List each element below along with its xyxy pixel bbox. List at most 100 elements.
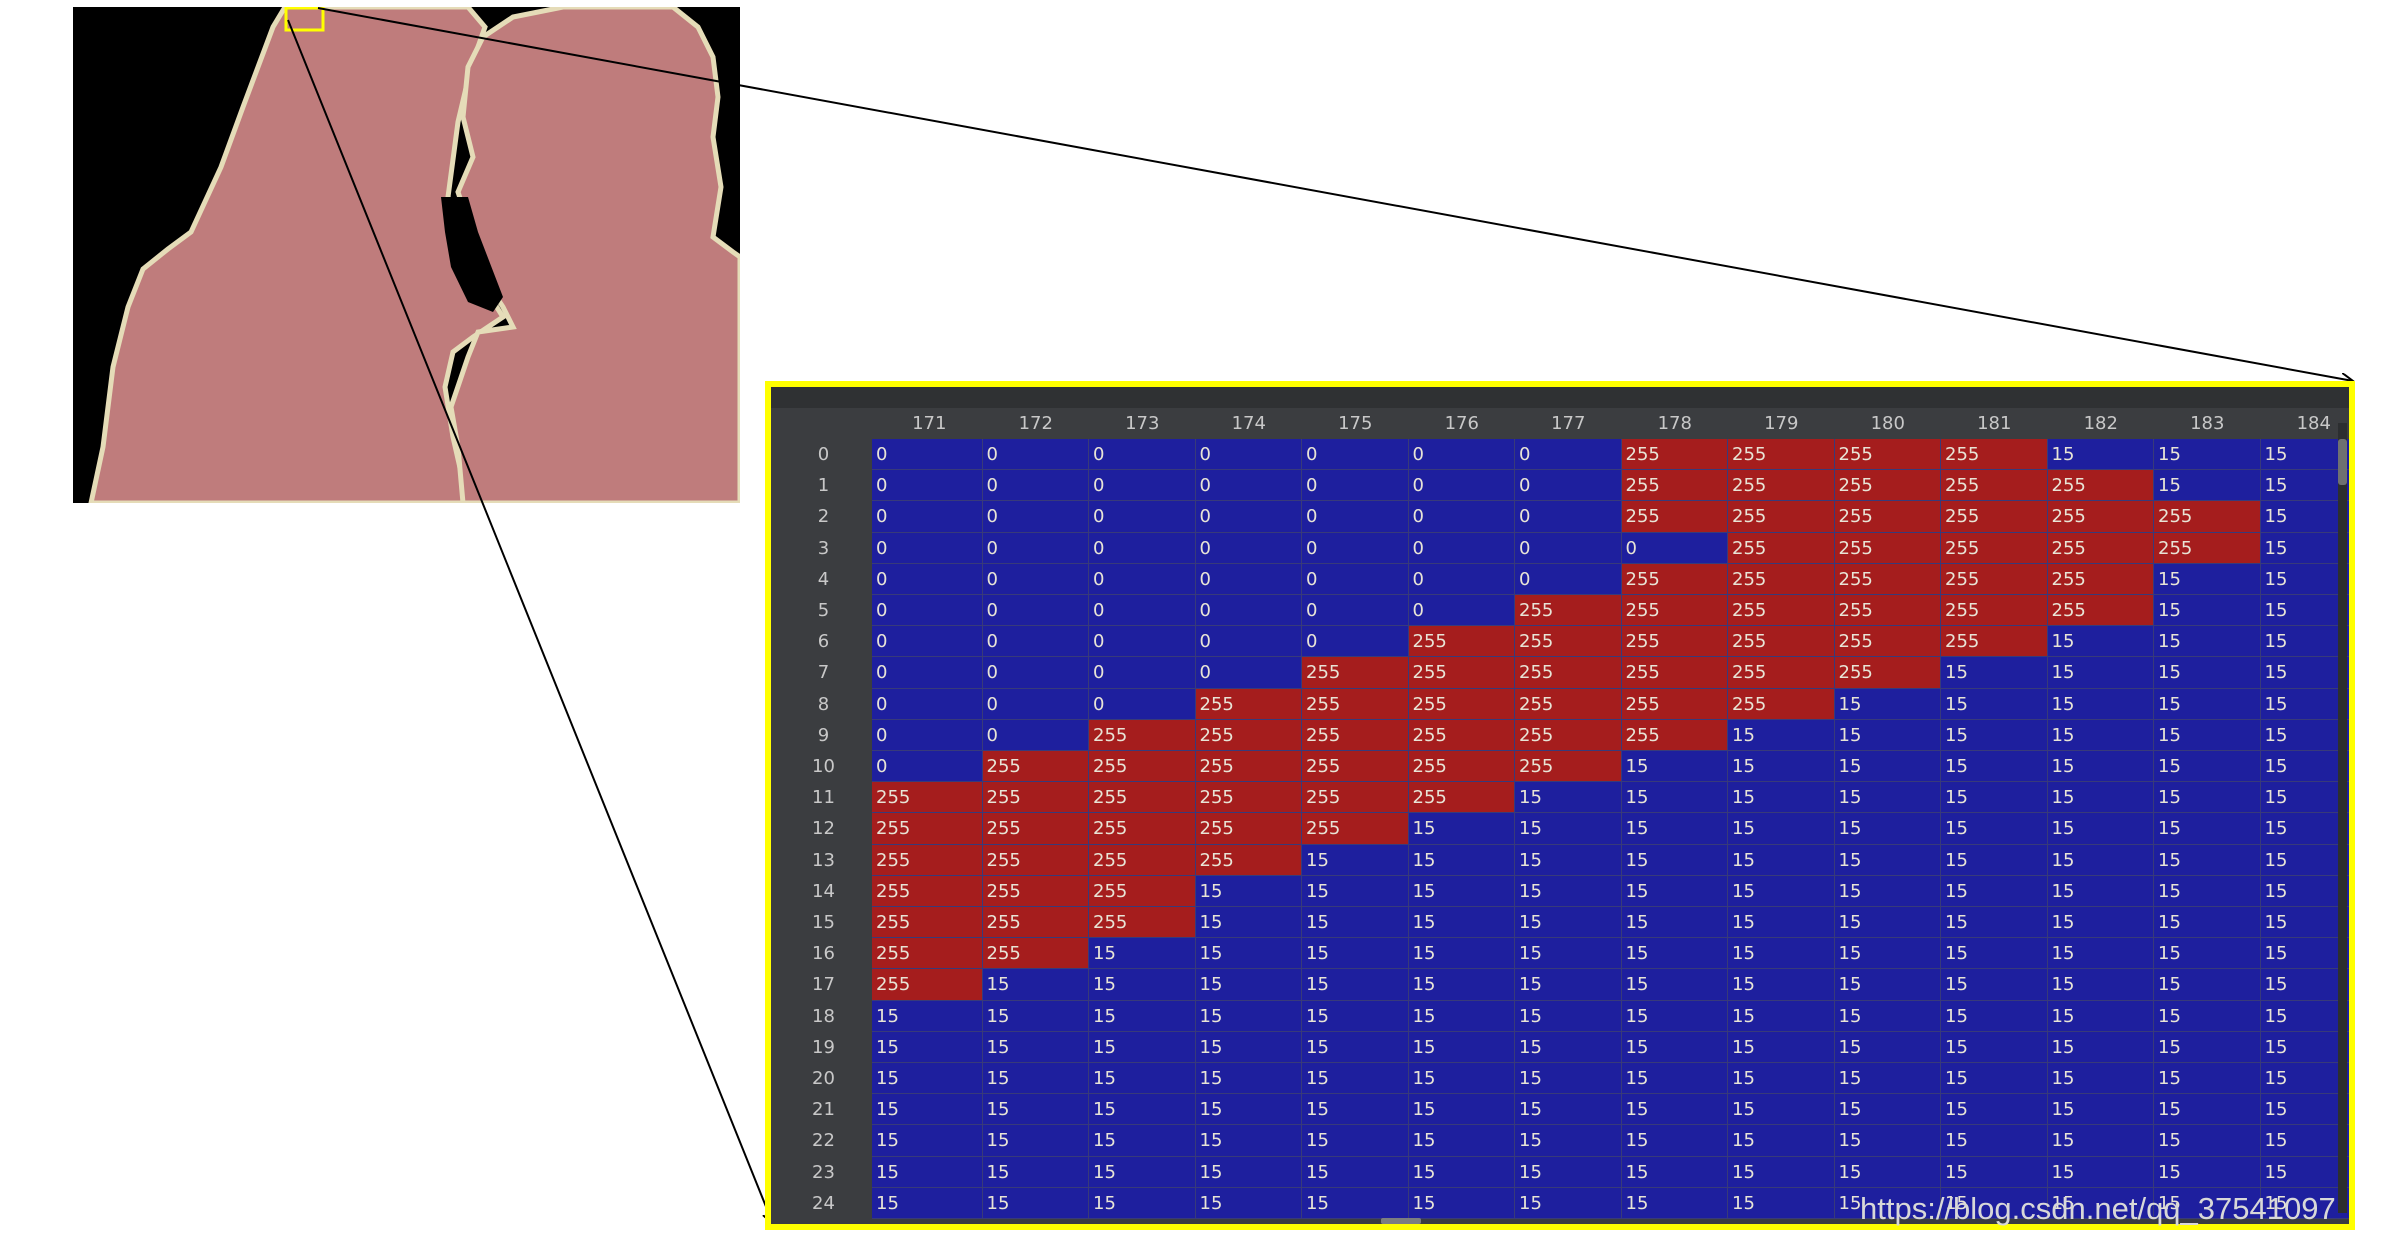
pixel-value-cell[interactable]: 0 [1302,626,1409,658]
pixel-value-cell[interactable]: 0 [1195,657,1302,689]
pixel-value-cell[interactable]: 15 [1941,1187,2048,1219]
pixel-value-cell[interactable]: 15 [1515,1125,1622,1157]
pixel-value-cell[interactable]: 255 [872,969,983,1001]
pixel-value-cell[interactable]: 15 [1515,969,1622,1001]
pixel-value-cell[interactable]: 15 [2154,875,2261,907]
pixel-value-cell[interactable]: 15 [1515,813,1622,845]
pixel-value-cell[interactable]: 255 [1834,657,1941,689]
row-header[interactable]: 1 [817,475,830,497]
pixel-value-cell[interactable]: 15 [2047,813,2154,845]
pixel-value-cell[interactable]: 15 [1408,1094,1515,1126]
pixel-value-cell[interactable]: 255 [1089,751,1196,783]
pixel-value-cell[interactable]: 255 [1834,626,1941,658]
pixel-value-cell[interactable]: 15 [1195,1125,1302,1157]
pixel-value-cell[interactable]: 255 [1302,688,1409,720]
pixel-value-cell[interactable]: 255 [1089,875,1196,907]
pixel-value-cell[interactable]: 255 [1621,470,1728,502]
pixel-value-cell[interactable]: 0 [1408,501,1515,533]
pixel-value-cell[interactable]: 15 [1089,1187,1196,1219]
pixel-value-cell[interactable]: 15 [1621,1156,1728,1188]
pixel-value-cell[interactable]: 15 [1089,1125,1196,1157]
pixel-value-cell[interactable]: 0 [1302,563,1409,595]
row-header[interactable]: 16 [812,943,835,965]
pixel-value-cell[interactable]: 0 [872,719,983,751]
pixel-value-cell[interactable]: 0 [982,657,1089,689]
pixel-value-cell[interactable]: 0 [1089,532,1196,564]
pixel-value-cell[interactable]: 0 [1408,595,1515,627]
pixel-value-cell[interactable]: 15 [2047,626,2154,658]
pixel-value-cell[interactable]: 15 [1834,969,1941,1001]
pixel-value-cell[interactable]: 15 [1621,813,1728,845]
row-header[interactable]: 17 [812,974,835,996]
column-header[interactable]: 171 [912,413,947,434]
pixel-value-cell[interactable]: 0 [1302,595,1409,627]
pixel-value-cell[interactable]: 15 [1515,844,1622,876]
pixel-value-cell[interactable]: 255 [1089,907,1196,939]
pixel-value-cell[interactable]: 15 [1515,1000,1622,1032]
pixel-value-cell[interactable]: 15 [2047,657,2154,689]
pixel-value-cell[interactable]: 15 [2154,1031,2261,1063]
pixel-value-cell[interactable]: 255 [1728,439,1835,471]
pixel-value-cell[interactable]: 15 [1515,875,1622,907]
pixel-value-cell[interactable]: 255 [1941,595,2048,627]
pixel-value-cell[interactable]: 255 [2047,501,2154,533]
pixel-value-cell[interactable]: 0 [1515,532,1622,564]
pixel-value-cell[interactable]: 0 [1515,439,1622,471]
pixel-value-cell[interactable]: 15 [1408,1031,1515,1063]
pixel-value-cell[interactable]: 0 [982,563,1089,595]
pixel-value-cell[interactable]: 15 [1728,1156,1835,1188]
row-header[interactable]: 22 [812,1130,835,1152]
pixel-value-cell[interactable]: 15 [2047,782,2154,814]
pixel-value-cell[interactable]: 15 [1408,969,1515,1001]
pixel-value-cell[interactable]: 15 [1621,1063,1728,1095]
pixel-value-cell[interactable]: 15 [2154,751,2261,783]
pixel-value-cell[interactable]: 15 [2047,751,2154,783]
pixel-value-cell[interactable]: 255 [2047,563,2154,595]
pixel-value-cell[interactable]: 255 [1302,657,1409,689]
pixel-value-cell[interactable]: 15 [1408,938,1515,970]
pixel-value-cell[interactable]: 15 [2260,875,2349,907]
row-header[interactable]: 13 [812,849,835,871]
pixel-value-cell[interactable]: 15 [2260,938,2349,970]
pixel-value-cell[interactable]: 255 [1728,657,1835,689]
pixel-value-cell[interactable]: 0 [872,532,983,564]
pixel-value-cell[interactable]: 15 [2154,657,2261,689]
pixel-value-cell[interactable]: 255 [1515,751,1622,783]
pixel-value-cell[interactable]: 15 [2154,907,2261,939]
pixel-value-cell[interactable]: 15 [1834,844,1941,876]
pixel-value-cell[interactable]: 15 [2260,1156,2349,1188]
pixel-value-cell[interactable]: 255 [982,875,1089,907]
pixel-value-cell[interactable]: 15 [1834,1094,1941,1126]
pixel-value-cell[interactable]: 255 [982,844,1089,876]
pixel-value-cell[interactable]: 0 [872,688,983,720]
pixel-value-cell[interactable]: 15 [1941,751,2048,783]
pixel-value-cell[interactable]: 15 [1408,1063,1515,1095]
pixel-value-cell[interactable]: 0 [982,719,1089,751]
pixel-value-cell[interactable]: 255 [1941,501,2048,533]
pixel-value-cell[interactable]: 0 [1089,657,1196,689]
pixel-value-cell[interactable]: 15 [1728,782,1835,814]
pixel-value-cell[interactable]: 255 [1621,657,1728,689]
pixel-value-cell[interactable]: 15 [2047,688,2154,720]
pixel-value-cell[interactable]: 15 [1834,938,1941,970]
pixel-value-cell[interactable]: 255 [1302,719,1409,751]
pixel-value-cell[interactable]: 15 [2154,1156,2261,1188]
column-header[interactable]: 179 [1764,413,1799,434]
pixel-value-cell[interactable]: 15 [2154,844,2261,876]
vertical-scrollbar-thumb[interactable] [2338,439,2347,485]
pixel-value-cell[interactable]: 0 [982,626,1089,658]
pixel-value-cell[interactable]: 15 [1195,969,1302,1001]
pixel-value-cell[interactable]: 15 [1408,1125,1515,1157]
pixel-value-cell[interactable]: 255 [982,938,1089,970]
pixel-value-cell[interactable]: 0 [872,563,983,595]
column-header[interactable]: 178 [1657,413,1692,434]
pixel-value-cell[interactable]: 15 [1408,844,1515,876]
pixel-value-cell[interactable]: 15 [2047,875,2154,907]
pixel-value-cell[interactable]: 255 [1195,844,1302,876]
pixel-value-cell[interactable]: 15 [1728,1125,1835,1157]
row-header[interactable]: 5 [817,600,830,621]
pixel-value-cell[interactable]: 15 [982,969,1089,1001]
row-header[interactable]: 20 [812,1068,835,1089]
pixel-value-cell[interactable]: 15 [2047,1000,2154,1032]
pixel-value-cell[interactable]: 15 [1941,813,2048,845]
